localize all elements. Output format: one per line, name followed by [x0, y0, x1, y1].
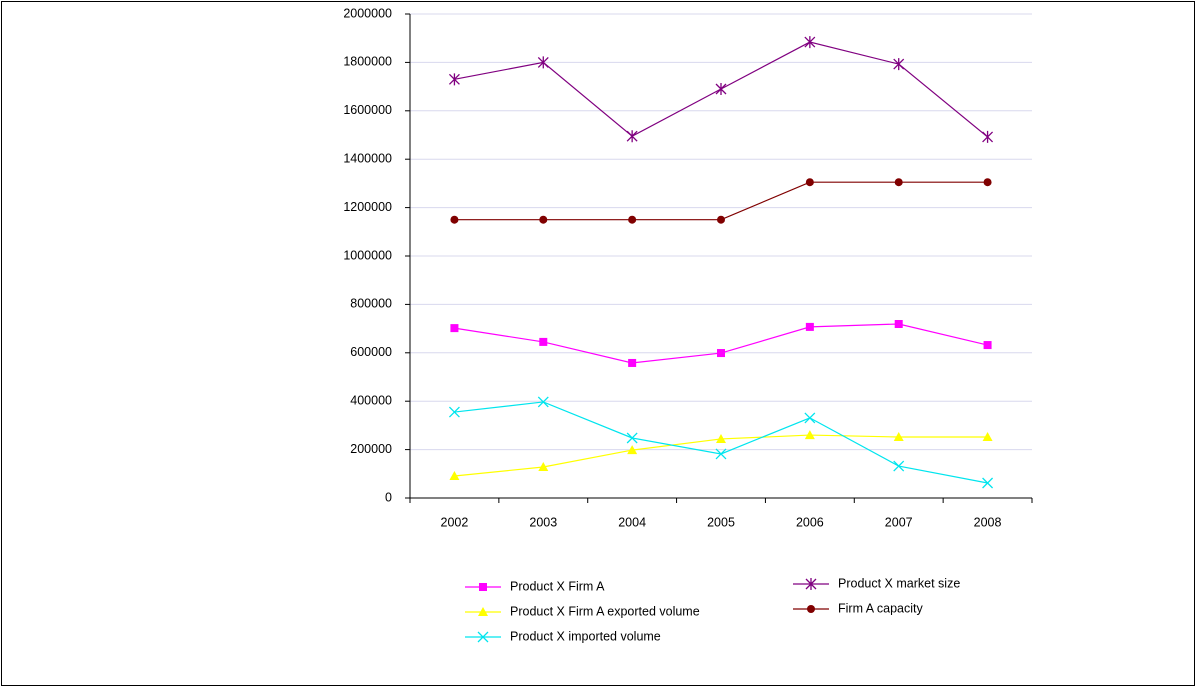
y-tick-label: 1400000 — [343, 151, 392, 165]
marker — [478, 607, 488, 616]
legend-label: Product X Firm A — [510, 579, 605, 593]
y-tick-label: 400000 — [350, 393, 392, 407]
marker — [982, 477, 994, 489]
x-tick-label: 2007 — [885, 515, 913, 529]
legend-label: Firm A capacity — [838, 601, 923, 615]
marker — [982, 432, 993, 442]
marker — [983, 341, 992, 350]
y-tick-label: 1000000 — [343, 248, 392, 262]
marker — [805, 322, 814, 331]
legend-label: Product X imported volume — [510, 629, 661, 643]
marker — [894, 320, 903, 329]
marker — [537, 56, 549, 69]
y-tick-label: 1600000 — [343, 103, 392, 117]
marker — [717, 349, 725, 358]
y-tick-label: 1200000 — [343, 200, 392, 214]
y-tick-label: 200000 — [350, 442, 392, 456]
legend-label: Product X market size — [838, 576, 960, 590]
marker — [449, 470, 460, 480]
legend-label: Product X Firm A exported volume — [510, 604, 700, 618]
marker — [983, 178, 992, 187]
marker — [537, 396, 549, 408]
marker — [627, 445, 638, 455]
marker — [894, 178, 903, 187]
marker — [539, 337, 548, 346]
x-tick-label: 2005 — [707, 515, 735, 529]
marker — [448, 406, 460, 418]
y-tick-label: 600000 — [350, 345, 392, 359]
marker — [804, 36, 816, 49]
marker — [538, 462, 549, 472]
marker — [539, 215, 548, 224]
marker — [628, 215, 637, 224]
marker — [893, 432, 904, 442]
marker — [805, 578, 817, 590]
marker — [807, 605, 815, 613]
marker — [626, 432, 638, 444]
y-tick-label: 0 — [385, 490, 392, 504]
marker — [450, 324, 459, 333]
marker — [448, 73, 460, 86]
y-tick-label: 1800000 — [343, 55, 392, 69]
y-tick-label: 800000 — [350, 297, 392, 311]
y-tick-label: 2000000 — [343, 6, 392, 20]
marker — [804, 430, 815, 440]
marker — [715, 83, 727, 96]
marker — [477, 631, 489, 643]
x-tick-label: 2006 — [796, 515, 824, 529]
marker — [717, 215, 725, 224]
marker — [893, 58, 905, 71]
marker — [982, 130, 994, 143]
marker — [716, 433, 726, 443]
x-tick-label: 2004 — [618, 515, 646, 529]
marker — [805, 178, 814, 187]
x-tick-label: 2002 — [441, 515, 469, 529]
marker — [450, 215, 459, 224]
x-tick-label: 2003 — [529, 515, 557, 529]
x-tick-label: 2008 — [974, 515, 1002, 529]
marker — [804, 412, 816, 424]
marker — [893, 460, 905, 472]
marker — [628, 358, 637, 367]
marker — [479, 583, 487, 591]
marker — [626, 130, 638, 143]
marker — [715, 448, 727, 460]
